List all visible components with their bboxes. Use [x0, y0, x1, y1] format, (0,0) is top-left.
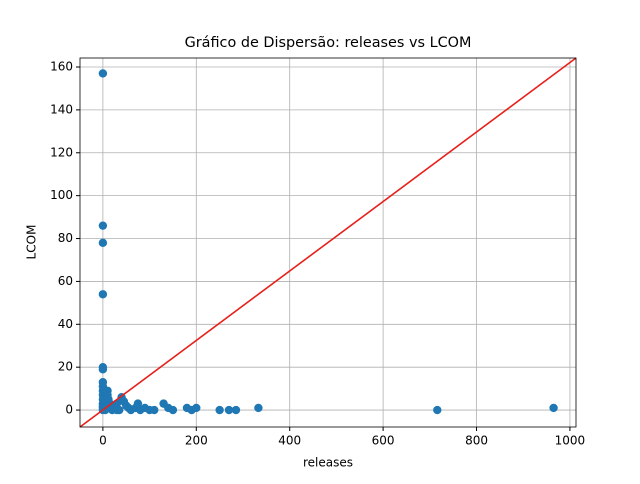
y-tick-label: 0: [65, 403, 73, 417]
point: [549, 403, 558, 413]
point: [133, 399, 143, 408]
point: [215, 405, 224, 415]
x-tick-label: 600: [372, 434, 395, 448]
point: [112, 405, 122, 415]
x-tick-label: 0: [99, 434, 107, 448]
y-tick-label: 120: [50, 145, 73, 159]
point: [98, 238, 108, 248]
x-tick-label: 1000: [555, 434, 586, 448]
point: [98, 221, 108, 230]
y-tick-label: 40: [58, 317, 73, 331]
x-axis-label: releases: [303, 456, 353, 470]
y-tick-label: 20: [58, 360, 73, 374]
y-tick-label: 140: [50, 102, 73, 116]
point: [231, 405, 241, 415]
point: [433, 405, 442, 415]
y-tick-label: 60: [58, 274, 73, 288]
point: [224, 405, 234, 415]
point: [98, 69, 108, 78]
point: [192, 403, 201, 413]
point: [168, 405, 178, 415]
point: [254, 403, 263, 413]
y-tick-label: 100: [50, 188, 73, 202]
reference-line: [79, 57, 577, 428]
point: [98, 290, 108, 299]
point: [150, 405, 159, 415]
point: [98, 365, 108, 374]
y-tick-label: 160: [50, 60, 73, 74]
axes-frame: [79, 57, 577, 428]
y-tick-label: 80: [58, 231, 73, 245]
x-tick-label: 200: [185, 434, 208, 448]
y-axis-label: LCOM: [25, 225, 39, 260]
x-tick-label: 400: [278, 434, 301, 448]
chart-title: Gráfico de Dispersão: releases vs LCOM: [185, 35, 472, 51]
x-tick-label: 800: [465, 434, 488, 448]
